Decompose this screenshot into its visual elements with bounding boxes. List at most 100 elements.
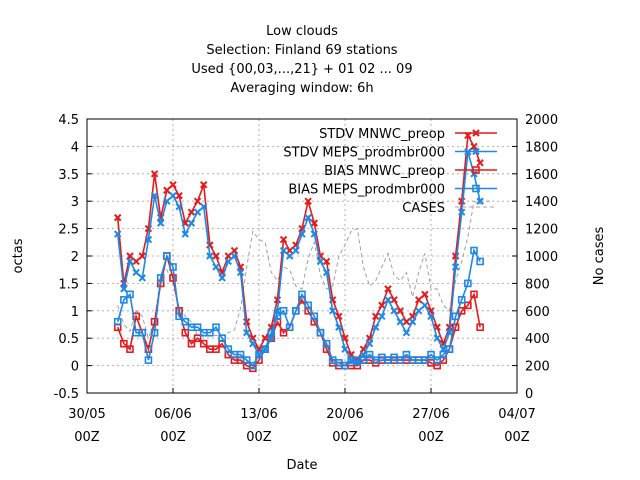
data-point (114, 213, 122, 222)
data-point (341, 361, 349, 370)
data-point (390, 307, 398, 315)
data-point (335, 323, 343, 331)
data-point (181, 317, 190, 326)
data-point (427, 312, 435, 320)
y2-tick-label: 0 (525, 387, 533, 402)
y-tick-label: -0.5 (54, 387, 79, 402)
data-point (476, 323, 484, 332)
y-tick-label: 2.5 (58, 223, 79, 238)
data-point (470, 170, 478, 178)
data-point (298, 230, 306, 238)
x-tick-label: 13/06 (240, 407, 277, 422)
x-tick-label: 00Z (418, 430, 444, 445)
x-tick-label: 00Z (74, 430, 100, 445)
data-point (187, 219, 196, 227)
data-point (169, 192, 177, 200)
data-point (249, 361, 257, 370)
legend: STDV MNWC_preop STDV MEPS_prodmbr000 BIAS … (283, 127, 497, 216)
data-point (384, 296, 392, 304)
data-point (396, 356, 405, 364)
chart-title-line: Selection: Finland 69 stations (206, 43, 397, 58)
data-point (224, 257, 232, 266)
data-point (187, 208, 196, 216)
y2-tick-label: 1000 (525, 250, 558, 265)
data-point (175, 192, 183, 200)
data-point (378, 301, 386, 310)
data-point (193, 323, 202, 332)
x-tick-label: 30/05 (68, 407, 105, 422)
data-point (470, 290, 478, 299)
data-point (181, 328, 190, 337)
data-point (273, 312, 282, 321)
data-point (464, 279, 472, 288)
data-point (335, 312, 343, 320)
data-point (286, 252, 294, 260)
data-point (169, 274, 177, 282)
x-tick-label: 04/07 (498, 407, 535, 422)
y-tick-label: 0.5 (58, 332, 79, 347)
data-point (439, 350, 448, 359)
x-tick-label: 20/06 (326, 407, 363, 422)
data-point (476, 159, 484, 167)
data-point (421, 356, 429, 364)
data-point (175, 312, 183, 321)
data-point (163, 186, 171, 194)
data-point (341, 345, 349, 353)
data-point (396, 318, 404, 326)
data-point (310, 312, 319, 321)
data-point (402, 350, 411, 359)
chart-title-line: Averaging window: 6h (230, 81, 373, 96)
data-point (255, 350, 263, 359)
data-point (175, 202, 183, 211)
data-point (365, 350, 374, 359)
data-point (206, 252, 214, 260)
legend-marker (472, 129, 480, 137)
y-tick-label: 4.5 (58, 113, 79, 128)
y-tick-label: 0 (71, 360, 79, 375)
data-point (126, 345, 134, 353)
data-point (316, 257, 325, 266)
y2-tick-label: 1400 (525, 195, 558, 210)
y2-tick-label: 600 (525, 305, 550, 320)
data-point (126, 252, 134, 260)
data-point (150, 317, 159, 326)
data-point (200, 202, 208, 211)
data-point (193, 208, 202, 216)
series-line (116, 248, 481, 367)
data-point (476, 197, 484, 205)
data-point (120, 339, 128, 348)
y2-tick-label: 2000 (525, 113, 558, 128)
data-point (218, 274, 226, 282)
data-point (187, 339, 196, 348)
data-point (200, 181, 208, 189)
y2-tick-label: 800 (525, 277, 550, 292)
data-point (236, 268, 245, 277)
x-tick-label: 27/06 (412, 407, 449, 422)
x-tick-label: 00Z (160, 430, 186, 445)
data-point (415, 296, 423, 304)
data-point (451, 263, 460, 271)
data-point (470, 246, 478, 255)
legend-marker (472, 166, 480, 174)
series-line (117, 200, 493, 340)
data-point (451, 323, 460, 332)
data-point (433, 334, 441, 342)
data-point (138, 252, 146, 260)
data-point (292, 306, 300, 315)
data-point (169, 263, 177, 271)
data-point (390, 296, 398, 304)
data-point (156, 274, 165, 282)
y2-tick-label: 1600 (525, 168, 558, 183)
data-point (457, 296, 466, 304)
y-tick-label: 2 (71, 250, 79, 265)
data-point (157, 219, 165, 227)
x-axis-label: Date (286, 458, 317, 473)
y-tick-label: 1 (71, 305, 79, 320)
data-point (242, 356, 251, 364)
data-point (230, 246, 239, 255)
legend-marker (472, 184, 480, 193)
data-point (322, 257, 331, 266)
y2-tick-label: 1200 (525, 223, 558, 238)
data-point (304, 213, 312, 222)
data-point (304, 301, 312, 310)
